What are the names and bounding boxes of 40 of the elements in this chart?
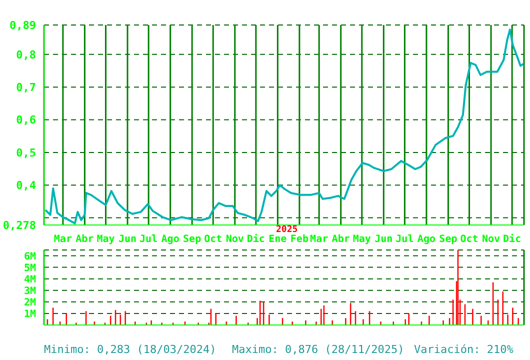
x-tick-label: Dic [246,233,265,246]
y-tick-label: 4M [24,274,36,286]
y-tick-label: 0,4 [16,179,36,192]
x-tick-label: Oct [460,234,478,246]
y-tick-label: 3M [24,286,36,297]
text: Maximo: 0,876 (28/11/2025) [232,343,404,356]
x-tick-label: Jun [374,234,393,246]
text: 2025 [276,225,298,235]
y-tick-label: 1M [24,309,36,320]
x-tick-label: Dic [503,233,522,246]
y-tick-label: 6M [24,251,36,262]
x-tick-label: Sep [183,234,202,246]
text: Variación: 210% [414,343,514,356]
x-tick-label: Nov [226,234,244,246]
y-tick-label: 0,89 [10,18,36,32]
x-tick-label: May [96,234,115,246]
y-tick-label: 0,5 [16,146,36,160]
x-tick-label: Abr [76,234,94,246]
y-tick-label: 0,6 [16,114,36,127]
x-tick-label: Abr [332,234,350,246]
x-tick-label: Jul [396,234,414,246]
x-tick-label: Jun [118,234,137,246]
x-tick-label: Ago [417,234,436,246]
y-tick-label: 2M [24,297,36,308]
x-tick-label: Mar [54,234,72,246]
text: Minimo: 0,283 (18/03/2024) [44,343,216,356]
x-tick-label: May [352,234,371,246]
y-tick-label: 0,7 [16,80,36,94]
line-series [44,28,524,224]
x-tick-label: Mar [310,234,328,246]
x-tick-label: Sep [439,234,458,246]
x-tick-label: Nov [482,234,500,246]
y-tick-label: 0,8 [16,48,36,62]
x-tick-label: Feb [290,234,308,246]
y-tick-label: 5M [24,262,36,274]
x-tick-label: Jul [140,234,158,246]
x-tick-label: Ago [161,234,180,246]
x-tick-label: Ene [268,234,287,246]
y-tick-label: 0,278 [2,218,36,232]
x-tick-label: Oct [204,234,222,246]
